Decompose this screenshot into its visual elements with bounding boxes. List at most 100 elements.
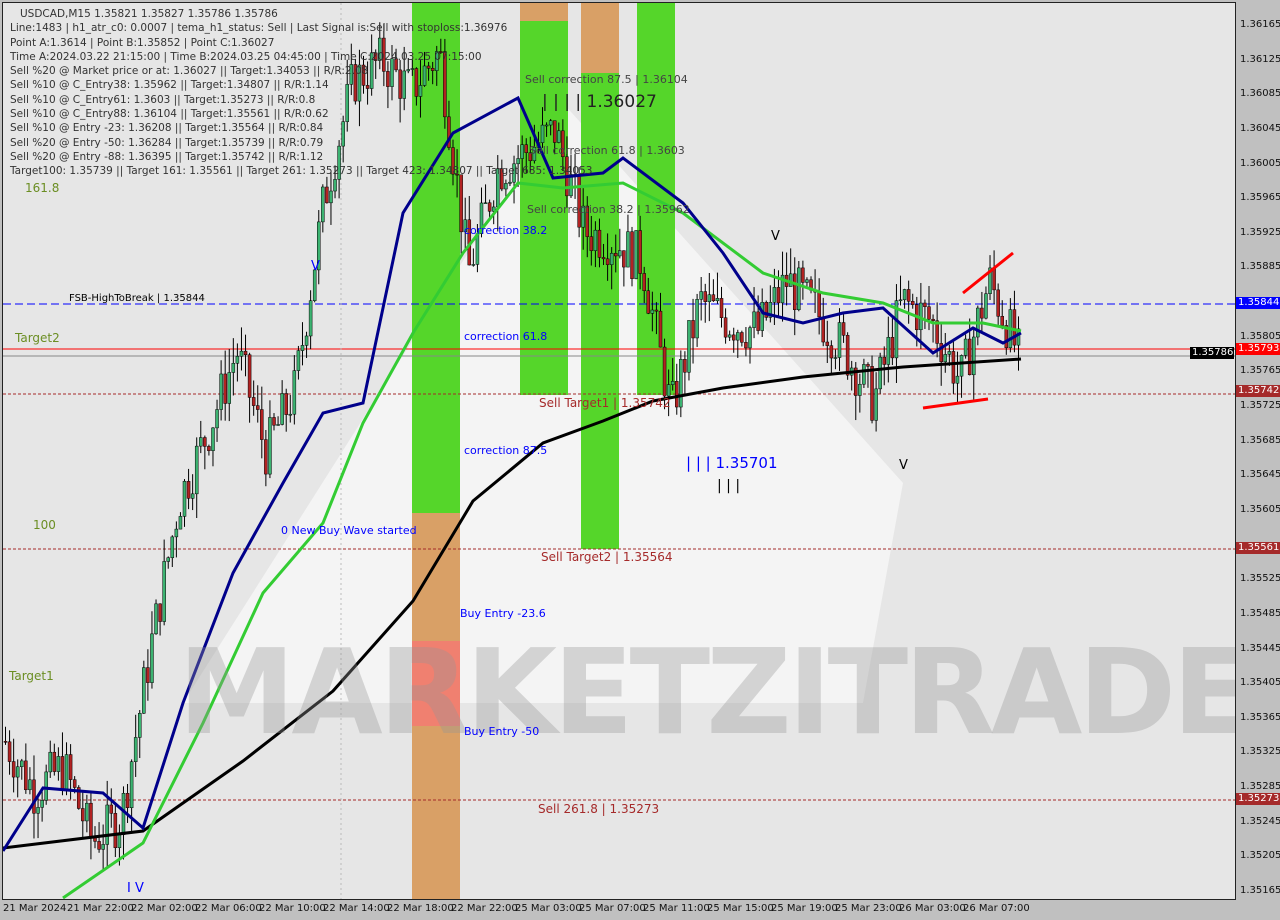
candle — [211, 427, 215, 451]
chart-area[interactable]: MARKETZITRADE USDCAD,M15 1.35821 1.35827… — [2, 2, 1236, 900]
candles — [3, 22, 1021, 872]
candle — [426, 65, 431, 69]
candle — [365, 85, 370, 89]
candle — [947, 351, 952, 355]
candle — [386, 71, 390, 87]
candle — [858, 383, 862, 396]
candle — [634, 230, 638, 279]
candle — [113, 813, 118, 848]
candle — [491, 206, 496, 212]
watermark: MARKETZITRADE — [178, 623, 1236, 761]
candle — [443, 51, 447, 118]
candle — [902, 289, 907, 301]
candle — [886, 337, 891, 365]
candle — [601, 257, 606, 260]
correction-61-label: correction 61.8 — [464, 330, 548, 343]
price-tick: 1.35605 — [1240, 503, 1280, 515]
candle — [357, 64, 362, 102]
target2-label: Target2 — [15, 331, 60, 345]
candle — [870, 366, 874, 421]
candle — [64, 754, 69, 790]
candle — [581, 205, 585, 228]
candle — [288, 413, 293, 416]
candle — [955, 375, 960, 384]
info-line: Sell %10 @ C_Entry88: 1.36104 || Target:… — [10, 108, 329, 121]
price-tick: 1.35765 — [1240, 365, 1280, 377]
candle — [605, 258, 610, 265]
candle — [48, 751, 53, 773]
watermark-shape — [183, 103, 903, 703]
candle — [504, 183, 508, 190]
candle — [650, 309, 655, 314]
info-panel: USDCAD,M15 1.35821 1.35827 1.35786 1.357… — [10, 7, 592, 179]
candle — [768, 302, 773, 318]
candle — [894, 300, 899, 359]
candle — [369, 52, 374, 89]
candle — [28, 779, 32, 791]
candle — [882, 356, 886, 365]
zone-green — [581, 3, 619, 549]
fsb-label: FSB-HighToBreak | 1.35844 — [69, 293, 205, 304]
trend-line-lower — [922, 397, 989, 410]
candle — [227, 372, 232, 404]
candle — [508, 181, 512, 184]
candle — [410, 68, 415, 70]
zone-green — [520, 3, 568, 395]
sell-target2-label: Sell Target2 | 1.35564 — [541, 550, 673, 564]
candle — [788, 273, 793, 287]
candle — [422, 65, 427, 86]
candle — [760, 302, 764, 331]
candle — [740, 332, 744, 343]
candle — [719, 298, 724, 318]
candle — [626, 231, 630, 268]
buy-entry-23-label: Buy Entry -23.6 — [460, 607, 546, 620]
candle — [662, 346, 667, 397]
time-tick: 21 Mar 22:00 — [67, 903, 134, 914]
candle — [609, 253, 614, 265]
candle — [971, 336, 976, 376]
candle — [593, 229, 598, 251]
candle — [235, 356, 240, 364]
candle — [471, 264, 476, 266]
candle — [85, 802, 89, 822]
v-mark: V — [899, 458, 908, 473]
candle — [125, 793, 130, 809]
price-tick: 1.35525 — [1240, 573, 1280, 585]
candle — [801, 267, 805, 283]
price-tick: 1.35925 — [1240, 226, 1280, 238]
candle — [825, 341, 830, 346]
candle — [683, 359, 687, 373]
candle — [304, 335, 309, 346]
time-tick: 25 Mar 07:00 — [579, 903, 646, 914]
candle — [544, 124, 549, 127]
candle — [402, 70, 406, 99]
candle — [723, 317, 728, 338]
sell-correction-38-label: Sell correction 38.2 | 1.35962 — [527, 203, 690, 216]
candle — [898, 299, 903, 302]
candle — [776, 287, 781, 304]
price-tick: 1.36165 — [1240, 19, 1280, 30]
candle — [1000, 316, 1004, 326]
ma-green — [62, 181, 1022, 899]
candle — [325, 186, 329, 204]
candle — [292, 370, 297, 415]
point-c-label: | | | | 1.36027 — [542, 92, 657, 112]
candle — [817, 291, 821, 318]
buy-entry-50-label: Buy Entry -50 — [464, 725, 540, 738]
candle — [414, 68, 419, 97]
candle — [992, 267, 996, 291]
candle — [980, 307, 984, 319]
candle — [284, 393, 288, 415]
candle — [11, 761, 16, 778]
candle — [451, 147, 455, 175]
trend-line-upper — [962, 251, 1014, 295]
price-tick: 1.35805 — [1240, 330, 1280, 342]
info-line: Line:1483 | h1_atr_c0: 0.0007 | tema_h1_… — [10, 22, 508, 35]
candle — [792, 273, 797, 311]
price-tick: 1.35485 — [1240, 607, 1280, 619]
candle — [300, 345, 305, 351]
candle — [142, 667, 146, 714]
price-tag: 1.35786 — [1190, 347, 1234, 360]
candle — [223, 373, 227, 404]
candle — [353, 64, 358, 102]
